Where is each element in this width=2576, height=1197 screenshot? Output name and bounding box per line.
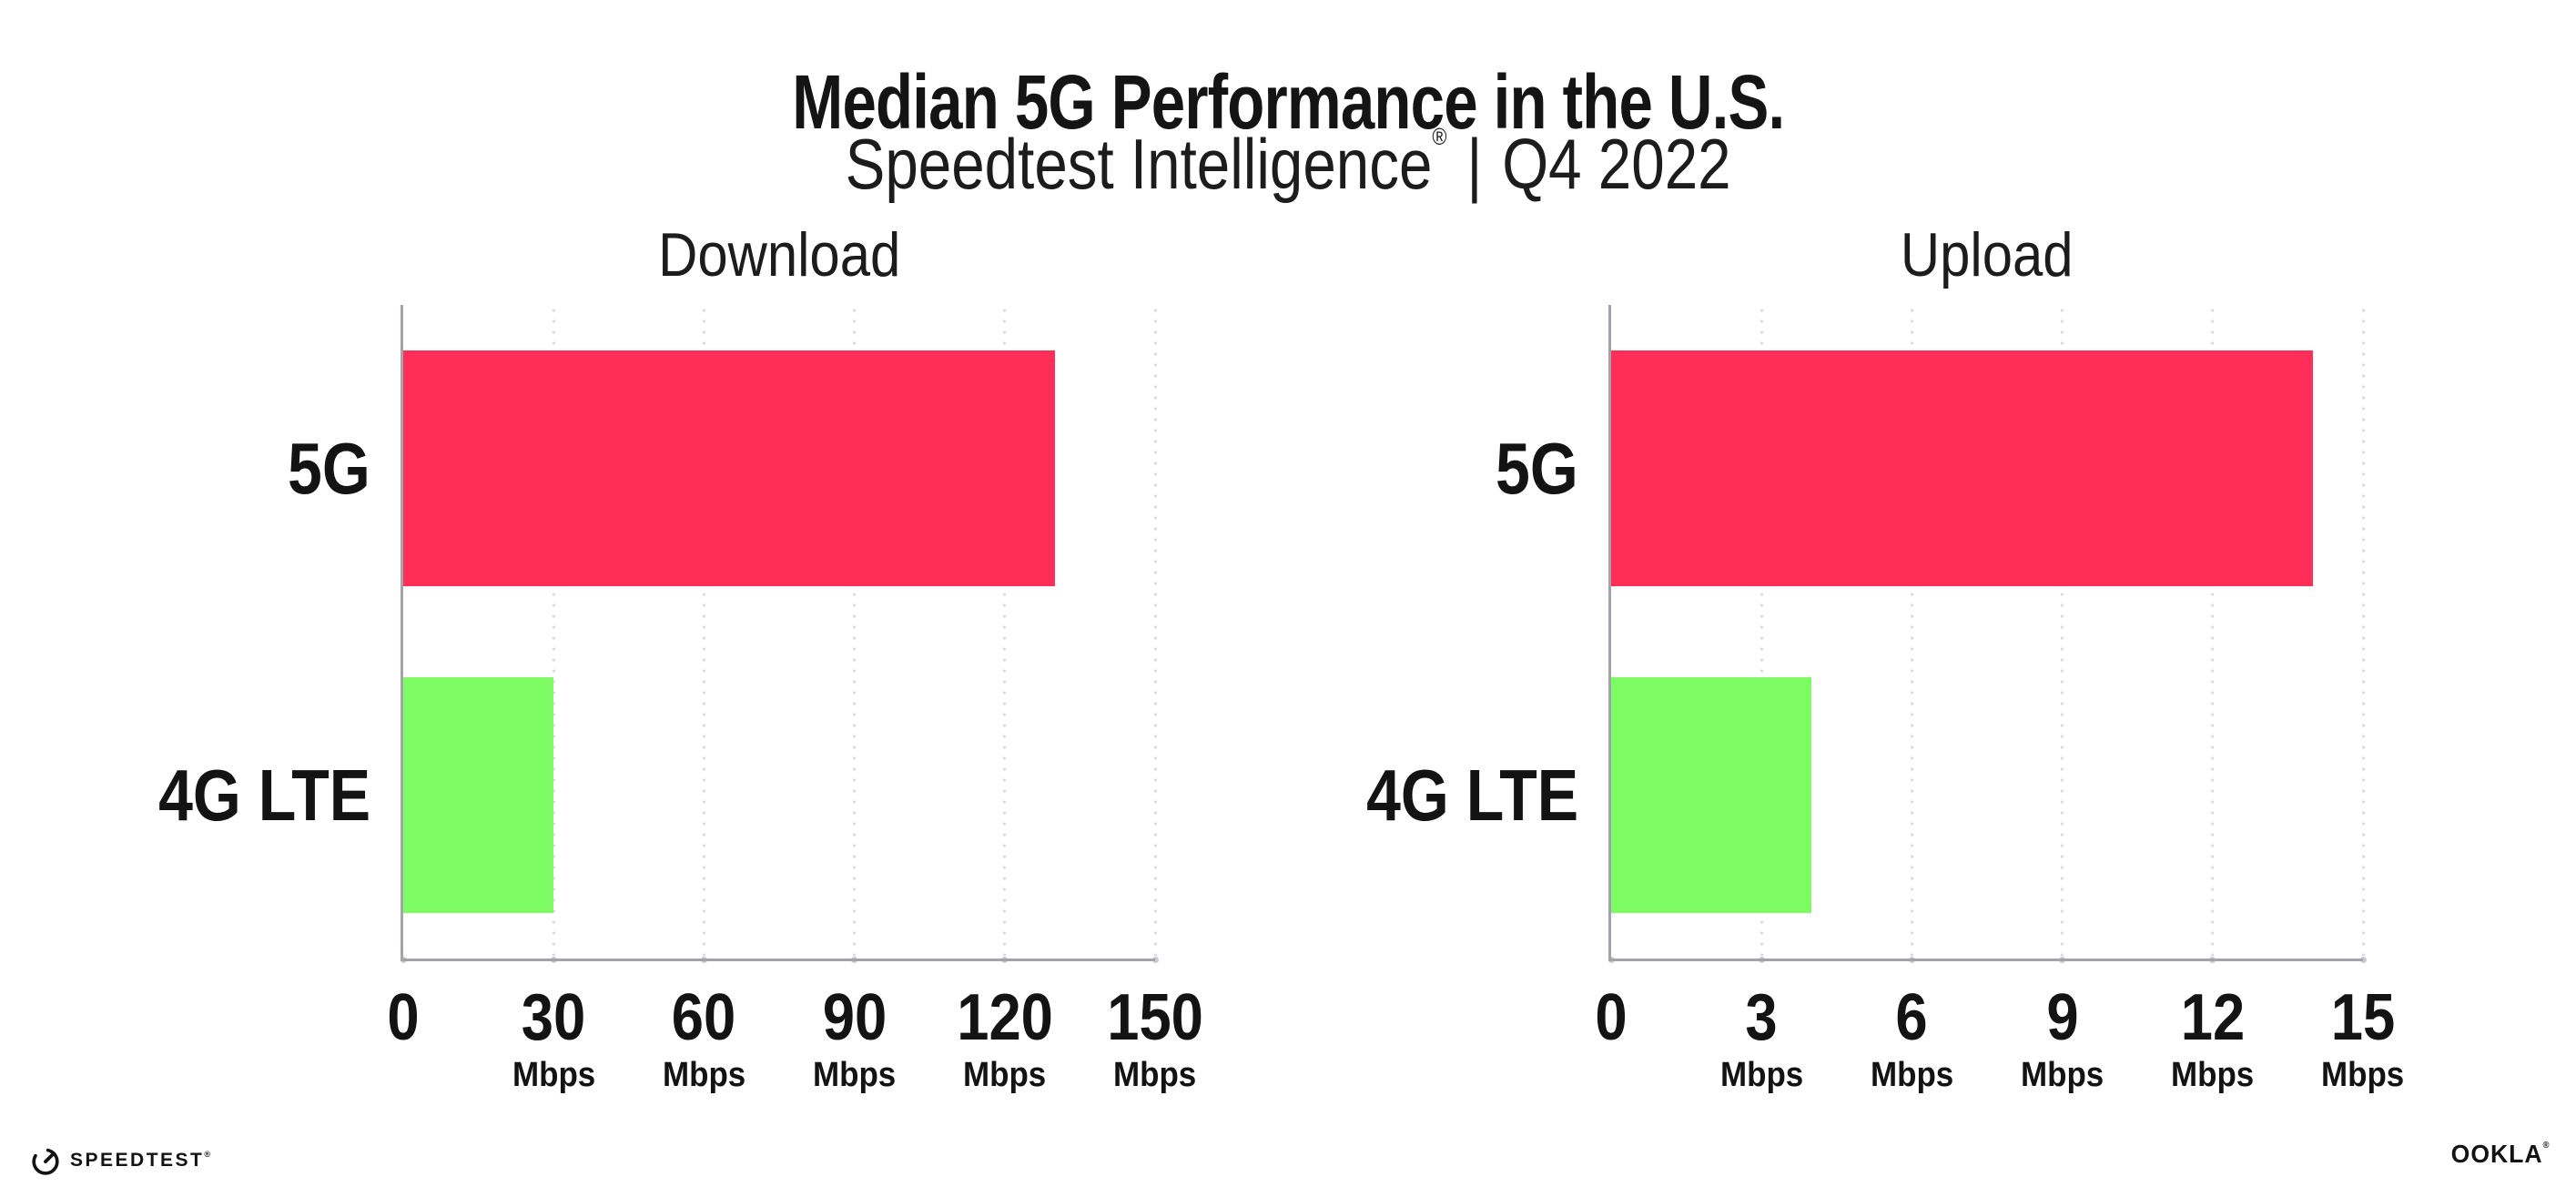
- gridline-download-30: [552, 305, 555, 959]
- bar-upload-4g-lte: [1611, 677, 1812, 913]
- tick-unit-label: Mbps: [1113, 1056, 1197, 1094]
- tick-label-download-120: 120 Mbps: [905, 985, 1105, 1092]
- tick-unit-label: Mbps: [2020, 1056, 2104, 1094]
- tick-unit-label: Mbps: [2171, 1056, 2255, 1094]
- ookla-wordmark: OOKLA®: [2450, 1140, 2549, 1168]
- category-label-download-4g-lte: 4G LTE: [158, 754, 370, 836]
- category-label-download-5g: 5G: [288, 427, 370, 509]
- tick-value: 12: [2180, 981, 2246, 1054]
- x-axis-download: [401, 959, 1155, 961]
- gridline-upload-6: [1910, 305, 1913, 959]
- tick-value: 0: [387, 981, 420, 1054]
- gridline-upload-12: [2211, 305, 2215, 959]
- tick-label-upload-3: 3 Mbps: [1661, 985, 1861, 1092]
- ookla-logo: OOKLA®: [2446, 1140, 2549, 1169]
- tick-unit-label: Mbps: [512, 1056, 595, 1094]
- page-subtitle: Speedtest Intelligence® | Q4 2022: [0, 91, 2576, 209]
- registered-trademark-symbol: ®: [1432, 123, 1447, 150]
- gridline-download-60: [702, 305, 705, 959]
- subtitle-period: Q4 2022: [1502, 124, 1731, 204]
- bar-download-5g: [403, 350, 1055, 586]
- tick-unit-label: Mbps: [1719, 1056, 1803, 1094]
- tick-label-upload-6: 6 Mbps: [1811, 985, 2012, 1092]
- tick-value: 9: [2045, 981, 2079, 1054]
- gridline-download-150: [1153, 305, 1157, 959]
- tick-label-upload-12: 12 Mbps: [2113, 985, 2313, 1092]
- tick-value: 90: [822, 981, 887, 1054]
- axis-tick-dot-download-150: [1151, 957, 1159, 963]
- tick-value: 30: [521, 981, 586, 1054]
- tick-unit-label: Mbps: [662, 1056, 746, 1094]
- page-title-text: Median 5G Performance in the U.S.: [791, 59, 1785, 146]
- tick-label-download-30: 30 Mbps: [453, 985, 654, 1092]
- tick-value: 3: [1745, 981, 1778, 1054]
- y-axis-upload: [1608, 305, 1611, 959]
- category-label-upload-4g-lte: 4G LTE: [1366, 754, 1578, 836]
- axis-tick-dot-upload-15: [2359, 957, 2367, 963]
- tick-label-upload-0: 0: [1511, 985, 1711, 1050]
- gridline-upload-3: [1760, 305, 1763, 959]
- tick-label-upload-15: 15 Mbps: [2263, 985, 2463, 1092]
- speedtest-wordmark: SPEEDTEST®: [70, 1150, 211, 1171]
- tick-label-download-90: 90 Mbps: [755, 985, 955, 1092]
- tick-unit-label: Mbps: [2321, 1056, 2405, 1094]
- tick-label-download-0: 0: [303, 985, 503, 1050]
- tick-value: 120: [956, 981, 1053, 1054]
- x-axis-upload: [1608, 959, 2363, 961]
- tick-value: 0: [1595, 981, 1628, 1054]
- bar-upload-5g: [1611, 350, 2313, 586]
- category-label-upload-5g: 5G: [1496, 427, 1578, 509]
- gridline-upload-9: [2061, 305, 2064, 959]
- tick-value: 6: [1895, 981, 1929, 1054]
- ookla-trademark-symbol: ®: [2541, 1141, 2549, 1151]
- speedtest-gauge-icon: [32, 1148, 59, 1175]
- tick-label-upload-9: 9 Mbps: [1962, 985, 2163, 1092]
- speedtest-trademark-symbol: ®: [204, 1150, 211, 1159]
- speedtest-logo: SPEEDTEST®: [30, 1143, 210, 1178]
- tick-value: 15: [2330, 981, 2396, 1054]
- tick-unit-label: Mbps: [812, 1056, 897, 1094]
- chart-title-download: Download: [657, 220, 901, 289]
- y-axis-download: [401, 305, 403, 959]
- subtitle-brand: Speedtest Intelligence: [845, 124, 1433, 204]
- chart-title-upload: Upload: [1901, 220, 2074, 289]
- subtitle-separator: |: [1466, 124, 1483, 204]
- gridline-download-120: [1003, 305, 1007, 959]
- tick-unit-label: Mbps: [1870, 1056, 1954, 1094]
- gridline-upload-15: [2361, 305, 2365, 959]
- gridline-download-90: [853, 305, 857, 959]
- tick-value: 60: [672, 981, 736, 1054]
- page-subtitle-text: Speedtest Intelligence® | Q4 2022: [846, 91, 1731, 209]
- tick-unit-label: Mbps: [963, 1056, 1047, 1094]
- tick-value: 150: [1107, 981, 1203, 1054]
- tick-label-download-60: 60 Mbps: [603, 985, 804, 1092]
- bar-download-4g-lte: [403, 677, 554, 913]
- page-title: Median 5G Performance in the U.S.: [0, 56, 2576, 147]
- tick-label-download-150: 150 Mbps: [1055, 985, 1255, 1092]
